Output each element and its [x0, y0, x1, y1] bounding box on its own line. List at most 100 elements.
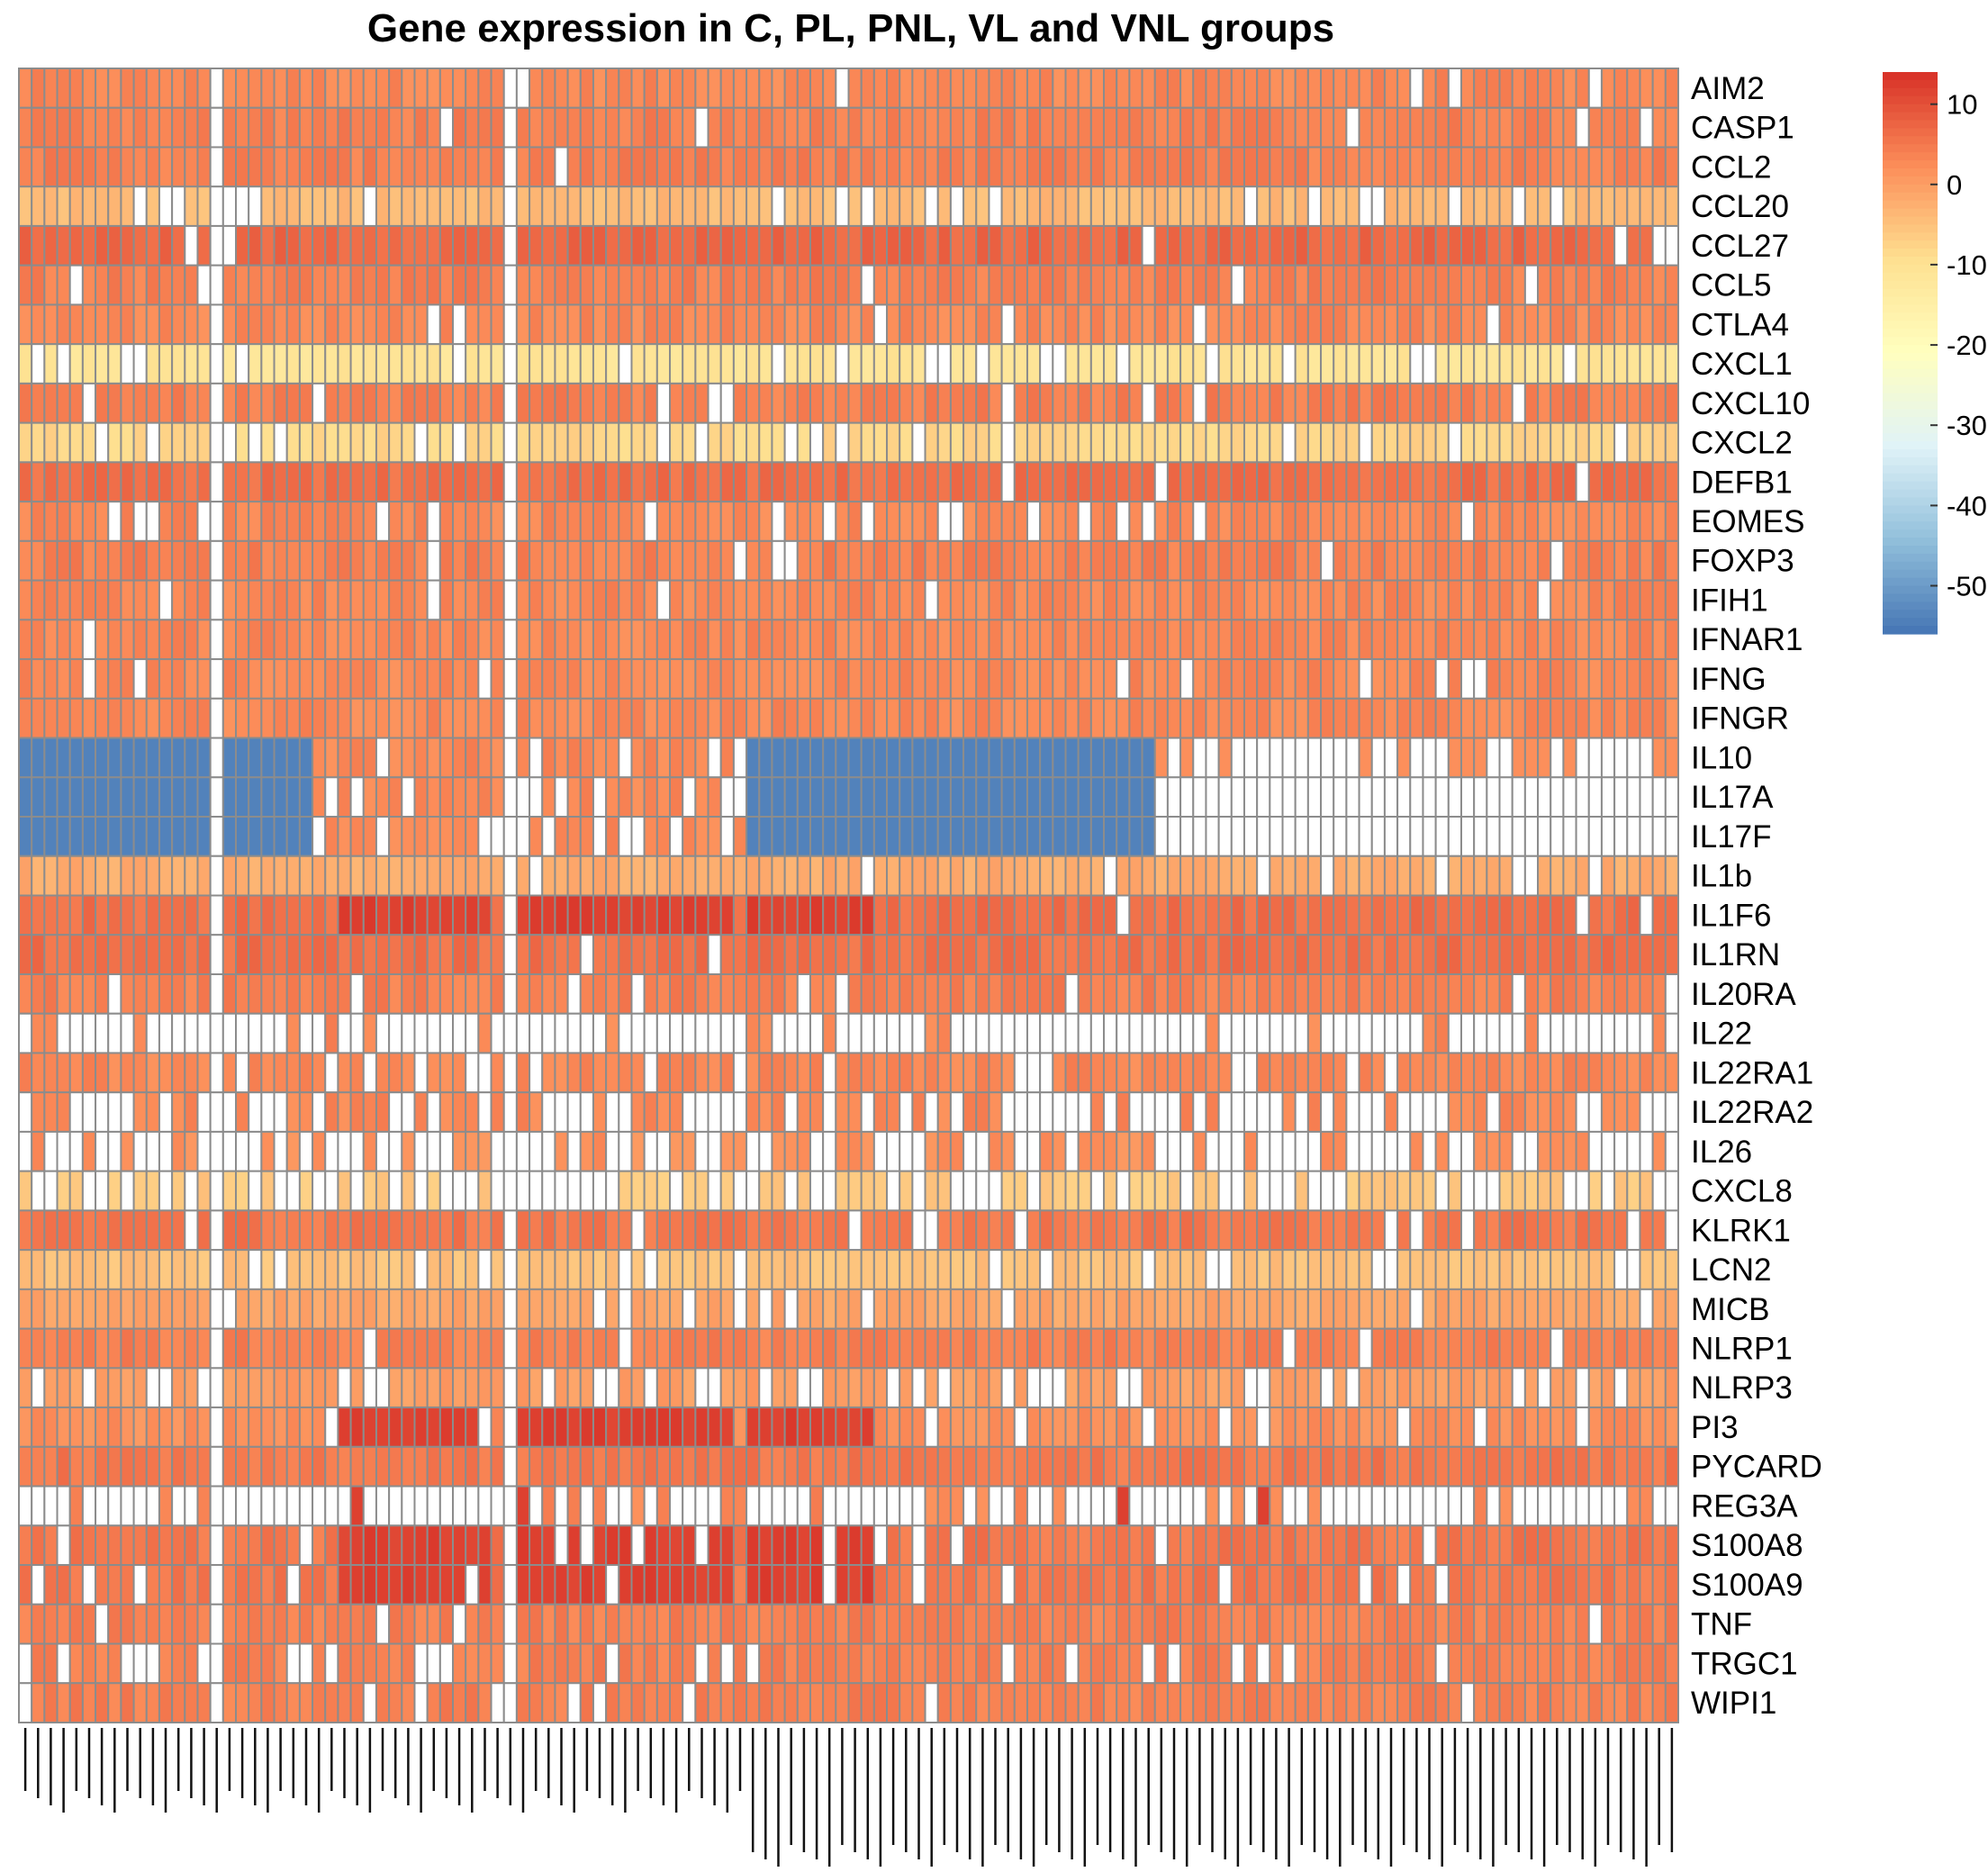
heatmap-cell	[719, 68, 735, 109]
heatmap-cell	[209, 224, 224, 267]
heatmap-cell	[1192, 737, 1207, 779]
heatmap-cell	[1459, 1012, 1476, 1054]
heatmap-cell	[1077, 185, 1092, 227]
heatmap-cell	[184, 1524, 199, 1567]
heatmap-cell	[1256, 1091, 1271, 1133]
heatmap-cell	[68, 68, 84, 109]
heatmap-cell	[477, 894, 492, 936]
heatmap-cell	[324, 421, 339, 464]
heatmap-cell	[988, 855, 1003, 897]
heatmap-cell	[1664, 1367, 1679, 1409]
heatmap-cell	[529, 1327, 544, 1370]
heatmap-cell	[1320, 343, 1335, 384]
heatmap-cell	[975, 579, 990, 621]
heatmap-cell	[796, 501, 811, 542]
heatmap-cell	[95, 776, 110, 818]
heatmap-cell	[1486, 972, 1501, 1015]
heatmap-cell	[1345, 382, 1360, 424]
heatmap-cell	[248, 1564, 263, 1605]
heatmap-cell	[962, 501, 978, 542]
heatmap-cell	[324, 501, 339, 542]
heatmap-cell	[1358, 855, 1373, 897]
heatmap-cell	[273, 1091, 288, 1133]
heatmap-cell	[158, 1170, 174, 1212]
heatmap-cell	[630, 224, 646, 267]
heatmap-cell	[822, 185, 837, 227]
heatmap-cell	[1192, 619, 1207, 661]
heatmap-cell	[872, 1524, 889, 1567]
heatmap-cell	[1333, 68, 1348, 109]
heatmap-cell	[1422, 972, 1437, 1015]
heatmap-cell	[783, 579, 799, 621]
heatmap-cell	[860, 934, 875, 975]
heatmap-cell	[1000, 146, 1016, 188]
heatmap-cell	[1217, 1485, 1233, 1527]
heatmap-cell	[1626, 1524, 1641, 1567]
heatmap-cell	[655, 461, 672, 503]
heatmap-cell	[324, 224, 339, 267]
heatmap-cell	[132, 421, 148, 464]
heatmap-cell	[771, 934, 786, 975]
heatmap-cell	[452, 972, 467, 1015]
heatmap-cell	[1064, 579, 1080, 621]
heatmap-cell	[1613, 185, 1629, 227]
heatmap-cell	[732, 658, 748, 700]
heatmap-cell	[1550, 658, 1565, 700]
heatmap-cell	[669, 1091, 684, 1133]
heatmap-cell	[1600, 1485, 1616, 1527]
heatmap-cell	[758, 894, 773, 936]
heatmap-cell	[835, 224, 850, 267]
heatmap-cell	[1486, 934, 1501, 975]
heatmap-cell	[592, 539, 608, 582]
heatmap-cell	[1345, 1209, 1360, 1252]
heatmap-cell	[936, 737, 952, 779]
heatmap-cell	[362, 855, 377, 897]
heatmap-cell	[1192, 1170, 1207, 1212]
heatmap-cell	[31, 619, 46, 661]
heatmap-cell	[1600, 972, 1616, 1015]
heatmap-cell	[758, 1170, 773, 1212]
heatmap-cell	[1166, 1091, 1182, 1133]
heatmap-cell	[1523, 1367, 1540, 1409]
heatmap-cell	[1422, 1249, 1437, 1290]
heatmap-cell	[1396, 382, 1412, 424]
heatmap-cell	[1320, 1485, 1335, 1527]
heatmap-cell	[1064, 1091, 1080, 1133]
heatmap-cell	[1256, 658, 1271, 700]
heatmap-cell	[1383, 1406, 1399, 1448]
heatmap-cell	[669, 1524, 684, 1567]
heatmap-cell	[1626, 539, 1641, 582]
heatmap-cell	[1141, 1209, 1156, 1252]
heatmap-cell	[1128, 737, 1143, 779]
heatmap-cell	[911, 1445, 926, 1488]
heatmap-cell	[285, 185, 301, 227]
heatmap-cell	[515, 855, 531, 897]
heatmap-cell	[822, 146, 837, 188]
heatmap-cell	[452, 776, 467, 818]
heatmap-cell	[1269, 1012, 1284, 1054]
heatmap-cell	[541, 501, 556, 542]
heatmap-cell	[822, 658, 837, 700]
heatmap-cell	[31, 816, 46, 857]
heatmap-cell	[388, 224, 403, 267]
heatmap-cell	[260, 1367, 276, 1409]
heatmap-cell	[899, 1406, 914, 1448]
heatmap-cell	[1550, 1209, 1565, 1252]
heatmap-cell	[31, 1327, 46, 1370]
heatmap-cell	[285, 855, 301, 897]
heatmap-cell	[872, 382, 889, 424]
heatmap-cell	[988, 579, 1003, 621]
heatmap-cell	[184, 776, 199, 818]
heatmap-cell	[1306, 1249, 1323, 1290]
heatmap-cell	[1306, 855, 1323, 897]
heatmap-cell	[1230, 972, 1245, 1015]
heatmap-cell	[579, 1130, 594, 1172]
heatmap-cell	[592, 776, 608, 818]
heatmap-cell	[1345, 579, 1360, 621]
heatmap-cell	[655, 658, 672, 700]
heatmap-cell	[1486, 68, 1501, 109]
heatmap-cell	[1613, 697, 1629, 739]
heatmap-cell	[847, 1209, 863, 1252]
heatmap-cell	[1306, 1209, 1323, 1252]
heatmap-cell	[529, 1091, 544, 1133]
